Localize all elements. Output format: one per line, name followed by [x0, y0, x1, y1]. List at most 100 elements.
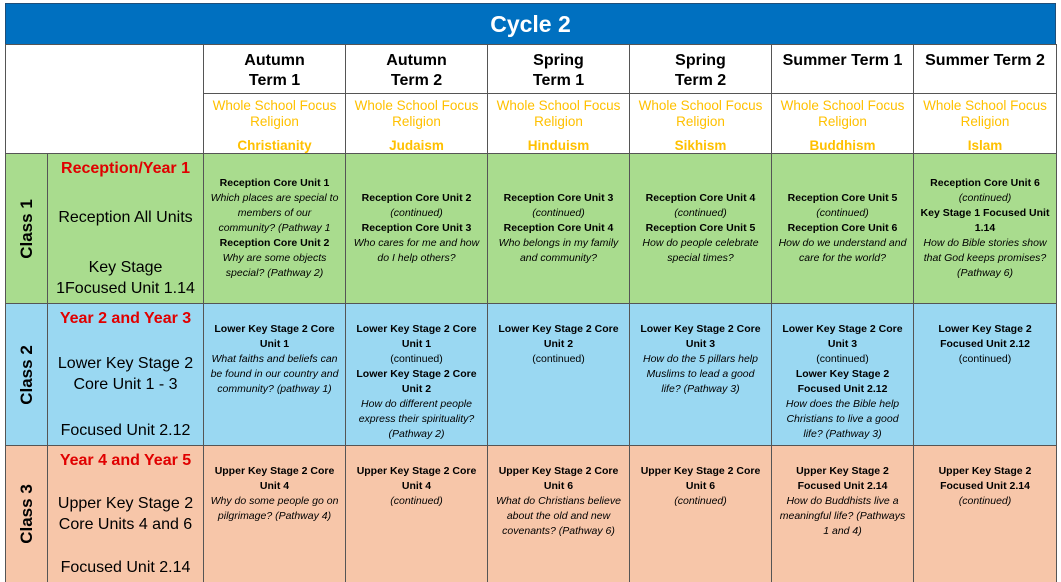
term-name: Autumn	[386, 52, 447, 69]
unit-text: Reception Core Unit 6	[787, 222, 898, 234]
unit-text: Lower Key Stage 2 Core Unit 2	[498, 323, 619, 350]
term-name: Summer Term 1	[782, 52, 903, 69]
class-label: Class 1	[16, 198, 36, 259]
unit-text: Reception Core Unit 4	[503, 222, 614, 234]
class-cell: Class 1	[5, 153, 48, 304]
unit-text: Lower Key Stage 2 Core Unit 1	[214, 323, 335, 350]
focus-label: Religion	[392, 114, 441, 129]
unit-text: Upper Key Stage 2 Core Unit 4	[356, 465, 477, 492]
unit-text: Which places are special to members of o…	[210, 192, 339, 234]
term-name-block: Summer Term 2	[925, 51, 1045, 93]
religion: Judaism	[389, 138, 444, 153]
unit-cell: Lower Key Stage 2 Core Unit 3 How do the …	[629, 303, 772, 446]
religion: Islam	[967, 138, 1003, 153]
focus-label: Religion	[818, 114, 867, 129]
description-cell: Reception/Year 1 Reception All Units Key S…	[47, 153, 204, 304]
unit-cell: Reception Core Unit 6 (continued) Key Stag…	[913, 153, 1057, 304]
unit-text: Lower Key Stage 2 Core Unit 2	[356, 368, 477, 395]
detail: Reception All Units	[58, 209, 193, 226]
term-header: Summer Term 1 Whole School Focus Religion B…	[771, 44, 914, 154]
term-header: Autumn Term 1 Whole School Focus Religion Ch…	[203, 44, 346, 154]
unit-cell: Lower Key Stage 2 Core Unit 2 (continued)	[487, 303, 630, 446]
unit-text: Lower Key Stage 2 Core Unit 3	[782, 323, 903, 350]
unit-text: Lower Key Stage 2 Focused Unit 2.12	[938, 323, 1032, 350]
divider	[630, 93, 771, 94]
unit-text: How do Bible stories show that God keeps…	[923, 237, 1047, 279]
term-name-block: Autumn Term 2	[386, 51, 446, 93]
unit-text: Upper Key Stage 2 Core Unit 4	[214, 465, 335, 492]
detail: Upper Key Stage 2 Core Units 4 and 6	[57, 494, 194, 533]
term-name-block: Spring Term 1	[533, 51, 584, 93]
unit-text: (continued)	[816, 353, 869, 365]
unit-text: Reception Core Unit 4	[645, 192, 756, 204]
focus-label: Whole School Focus	[496, 98, 621, 113]
term-name: Summer Term 2	[925, 52, 1045, 69]
year-heading: Year 2 and Year 3	[59, 310, 192, 327]
focus-label: Whole School Focus	[354, 98, 479, 113]
unit-cell: Upper Key Stage 2 Core Unit 6 What do Chr…	[487, 445, 630, 582]
unit-cell: Lower Key Stage 2 Focused Unit 2.12 (cont…	[913, 303, 1057, 446]
term-header: Autumn Term 2 Whole School Focus Religion Ju…	[345, 44, 488, 154]
term-name: Spring	[675, 52, 726, 69]
term-name: Autumn	[244, 52, 305, 69]
term-name-block: Summer Term 1	[783, 51, 903, 93]
unit-text: Upper Key Stage 2 Focused Unit 2.14	[796, 465, 889, 492]
unit-cell: Reception Core Unit 3 (continued) Receptio…	[487, 153, 630, 304]
unit-text: Upper Key Stage 2 Core Unit 6	[498, 465, 619, 492]
unit-cell: Reception Core Unit 1 Which places are sp…	[203, 153, 346, 304]
unit-cell: Reception Core Unit 4 (continued) Receptio…	[629, 153, 772, 304]
unit-text: Reception Core Unit 1	[219, 177, 330, 189]
religion: Buddhism	[809, 138, 876, 153]
unit-text: (continued)	[816, 207, 869, 219]
unit-cell: Lower Key Stage 2 Core Unit 1 What faiths…	[203, 303, 346, 446]
unit-text: Key Stage 1 Focused Unit 1.14	[920, 207, 1050, 234]
class-cell: Class 3	[5, 445, 48, 582]
unit-text: How do people celebrate special times?	[642, 237, 759, 264]
unit-text: How do we understand and care for the wo…	[778, 237, 907, 264]
class-label: Class 2	[16, 344, 36, 405]
focus-label: Whole School Focus	[638, 98, 763, 113]
unit-text: (continued)	[390, 207, 443, 219]
term-name-block: Spring Term 2	[675, 51, 726, 93]
divider	[914, 93, 1056, 94]
unit-text: Upper Key Stage 2 Core Unit 6	[640, 465, 761, 492]
unit-text: How does the Bible help Christians to li…	[785, 398, 900, 440]
divider	[488, 93, 629, 94]
unit-text: How do the 5 pillars help Muslims to lea…	[643, 353, 758, 395]
term-name: Spring	[533, 52, 584, 69]
unit-cell: Reception Core Unit 2 (continued) Receptio…	[345, 153, 488, 304]
unit-text: (continued)	[958, 495, 1012, 507]
unit-cell: Upper Key Stage 2 Core Unit 4 Why do some…	[203, 445, 346, 582]
unit-cell: Lower Key Stage 2 Core Unit 1 (continued)…	[345, 303, 488, 446]
corner-cell	[5, 44, 204, 154]
year-heading: Year 4 and Year 5	[59, 452, 192, 469]
focus-label: Whole School Focus	[923, 98, 1047, 113]
unit-text: (continued)	[532, 207, 585, 219]
unit-text: Who cares for me and how do I help other…	[353, 237, 480, 264]
religion: Sikhism	[674, 138, 727, 153]
unit-text: Reception Core Unit 5	[787, 192, 898, 204]
unit-text: Lower Key Stage 2 Core Unit 3	[640, 323, 761, 350]
unit-cell: Upper Key Stage 2 Focused Unit 2.14 (cont…	[913, 445, 1057, 582]
unit-text: Reception Core Unit 6	[930, 177, 1040, 189]
divider	[204, 93, 345, 94]
unit-text: (continued)	[674, 495, 727, 507]
unit-text: Why do some people go on pilgrimage? (Pa…	[210, 495, 339, 522]
detail: Focused Unit 2.14	[60, 559, 191, 576]
unit-text: Upper Key Stage 2 Focused Unit 2.14	[938, 465, 1032, 492]
unit-cell: Reception Core Unit 5 (continued) Receptio…	[771, 153, 914, 304]
unit-text: What faiths and beliefs can be found in …	[210, 353, 339, 395]
class-label: Class 3	[16, 484, 36, 544]
unit-text: (continued)	[958, 353, 1012, 365]
unit-text: What do Christians believe about the old…	[496, 495, 621, 537]
unit-text: (continued)	[390, 353, 443, 365]
divider	[772, 93, 913, 94]
religion: Hinduism	[527, 138, 590, 153]
unit-text: Who belongs in my family and community?	[498, 237, 619, 264]
unit-text: Reception Core Unit 2	[219, 237, 330, 249]
unit-text: (continued)	[674, 207, 727, 219]
unit-cell: Lower Key Stage 2 Core Unit 3 (continued)…	[771, 303, 914, 446]
unit-cell: Upper Key Stage 2 Core Unit 4 (continued)	[345, 445, 488, 582]
unit-text: Lower Key Stage 2 Core Unit 1	[356, 323, 477, 350]
